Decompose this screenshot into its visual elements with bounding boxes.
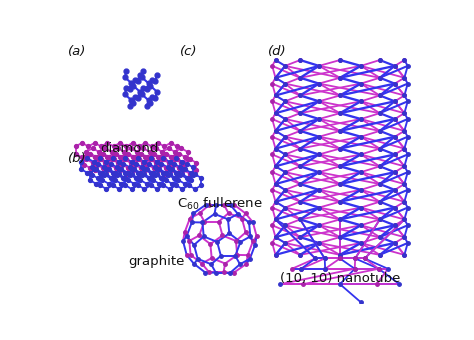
Text: (c): (c) — [180, 45, 197, 58]
Text: (d): (d) — [268, 45, 287, 58]
Text: C$_{60}$ fullerene: C$_{60}$ fullerene — [177, 196, 263, 212]
Text: diamond: diamond — [100, 142, 159, 155]
Text: (b): (b) — [68, 152, 87, 166]
Text: (10, 10) nanotube: (10, 10) nanotube — [280, 272, 400, 285]
Text: (a): (a) — [68, 45, 87, 58]
Text: graphite: graphite — [128, 255, 185, 268]
